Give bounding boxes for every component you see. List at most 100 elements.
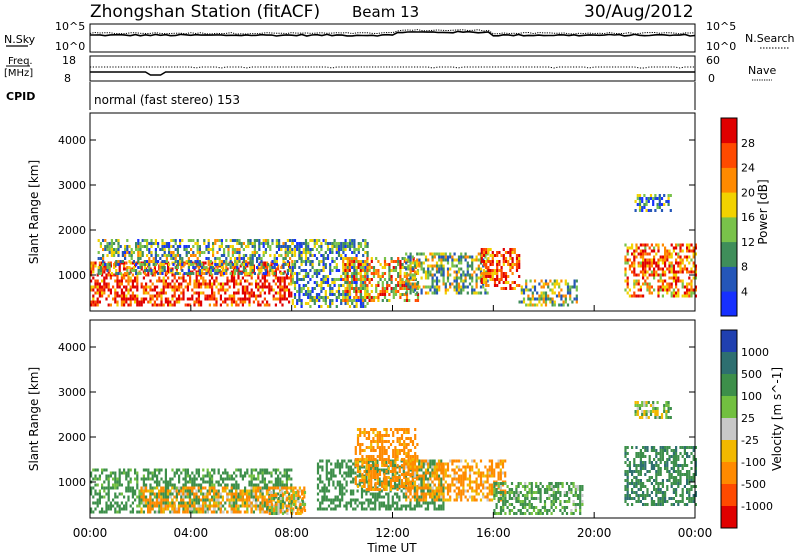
heatmap-cell	[121, 254, 124, 257]
heatmap-cell	[214, 257, 217, 260]
heatmap-cell	[218, 269, 221, 272]
nsearch-tick-bottom: 10^0	[706, 40, 736, 53]
heatmap-cell	[149, 483, 152, 487]
heatmap-cell	[142, 501, 145, 505]
heatmap-cell	[353, 272, 356, 275]
heatmap-cell	[367, 504, 370, 508]
heatmap-cell	[377, 296, 380, 299]
heatmap-cell	[401, 281, 404, 284]
heatmap-cell	[477, 267, 480, 271]
heatmap-cell	[238, 254, 241, 257]
heatmap-cell	[359, 299, 363, 302]
heatmap-cell	[155, 498, 158, 502]
heatmap-cell	[681, 282, 684, 286]
heatmap-cell	[348, 296, 352, 299]
heatmap-cell	[193, 492, 196, 496]
heatmap-cell	[202, 468, 205, 472]
heatmap-cell	[455, 288, 458, 292]
heatmap-cell	[257, 504, 260, 508]
heatmap-cell	[156, 297, 159, 301]
heatmap-cell	[264, 272, 267, 275]
heatmap-cell	[283, 486, 286, 490]
heatmap-cell	[286, 239, 289, 242]
heatmap-cell	[216, 263, 219, 266]
heatmap-cell	[437, 504, 441, 508]
heatmap-cell	[239, 300, 242, 304]
heatmap-cell	[254, 507, 257, 511]
heatmap-cell	[309, 263, 312, 266]
heatmap-cell	[375, 296, 378, 299]
heatmap-cell	[344, 293, 347, 296]
heatmap-cell	[198, 263, 201, 266]
heatmap-cell	[633, 267, 636, 271]
heatmap-cell	[659, 255, 662, 259]
heatmap-cell	[346, 296, 349, 299]
heatmap-cell	[228, 501, 231, 505]
heatmap-cell	[202, 495, 205, 499]
heatmap-cell	[114, 507, 117, 511]
heatmap-cell	[540, 291, 543, 295]
heatmap-cell	[324, 251, 327, 254]
heatmap-cell	[564, 279, 567, 283]
heatmap-cell	[151, 294, 154, 298]
heatmap-cell	[230, 303, 233, 307]
heatmap-cell	[374, 449, 377, 452]
heatmap-cell	[357, 278, 360, 281]
heatmap-cell	[316, 465, 320, 469]
heatmap-cell	[307, 293, 310, 296]
heatmap-cell	[124, 272, 127, 275]
heatmap-cell	[231, 266, 234, 269]
heatmap-cell	[286, 260, 289, 263]
heatmap-cell	[223, 254, 226, 257]
heatmap-cell	[275, 494, 278, 497]
colorbar-tick-label: 16	[741, 211, 755, 224]
colorbar-swatch	[721, 217, 737, 243]
heatmap-cell	[344, 257, 347, 260]
heatmap-cell	[198, 254, 201, 257]
heatmap-cell	[97, 272, 100, 275]
heatmap-cell	[351, 275, 354, 278]
heatmap-cell	[349, 492, 353, 496]
heatmap-cell	[127, 471, 130, 475]
heatmap-cell	[145, 477, 148, 481]
heatmap-cell	[172, 251, 175, 254]
heatmap-cell	[361, 455, 364, 458]
heatmap-cell	[125, 294, 128, 298]
heatmap-cell	[162, 507, 165, 511]
heatmap-cell	[205, 257, 208, 260]
heatmap-cell	[217, 507, 220, 511]
heatmap-cell	[435, 291, 439, 295]
heatmap-cell	[142, 489, 145, 493]
heatmap-cell	[139, 257, 142, 260]
heatmap-cell	[409, 252, 412, 256]
heatmap-cell	[274, 486, 277, 490]
heatmap-cell	[334, 474, 337, 478]
heatmap-cell	[151, 492, 154, 496]
heatmap-cell	[435, 282, 439, 286]
heatmap-cell	[694, 270, 697, 274]
heatmap-cell	[94, 303, 97, 307]
heatmap-cell	[325, 498, 328, 502]
heatmap-cell	[431, 276, 434, 280]
heatmap-cell	[131, 291, 134, 295]
heatmap-cell	[281, 303, 284, 307]
heatmap-cell	[297, 491, 300, 494]
heatmap-cell	[216, 251, 219, 254]
heatmap-cell	[279, 500, 282, 503]
heatmap-cell	[502, 272, 505, 275]
heatmap-cell	[372, 272, 376, 275]
heatmap-cell	[440, 267, 443, 271]
heatmap-cell	[442, 255, 445, 259]
heatmap-cell	[335, 305, 338, 308]
heatmap-cell	[235, 507, 238, 511]
heatmap-cell	[686, 255, 689, 259]
heatmap-cell	[215, 276, 218, 280]
heatmap-cell	[304, 260, 308, 263]
heatmap-cell	[158, 279, 161, 283]
heatmap-cell	[342, 284, 345, 287]
heatmap-cell	[275, 509, 278, 512]
heatmap-cell	[324, 278, 327, 281]
heatmap-cell	[121, 260, 124, 263]
heatmap-cell	[575, 300, 578, 304]
heatmap-cell	[225, 272, 228, 275]
